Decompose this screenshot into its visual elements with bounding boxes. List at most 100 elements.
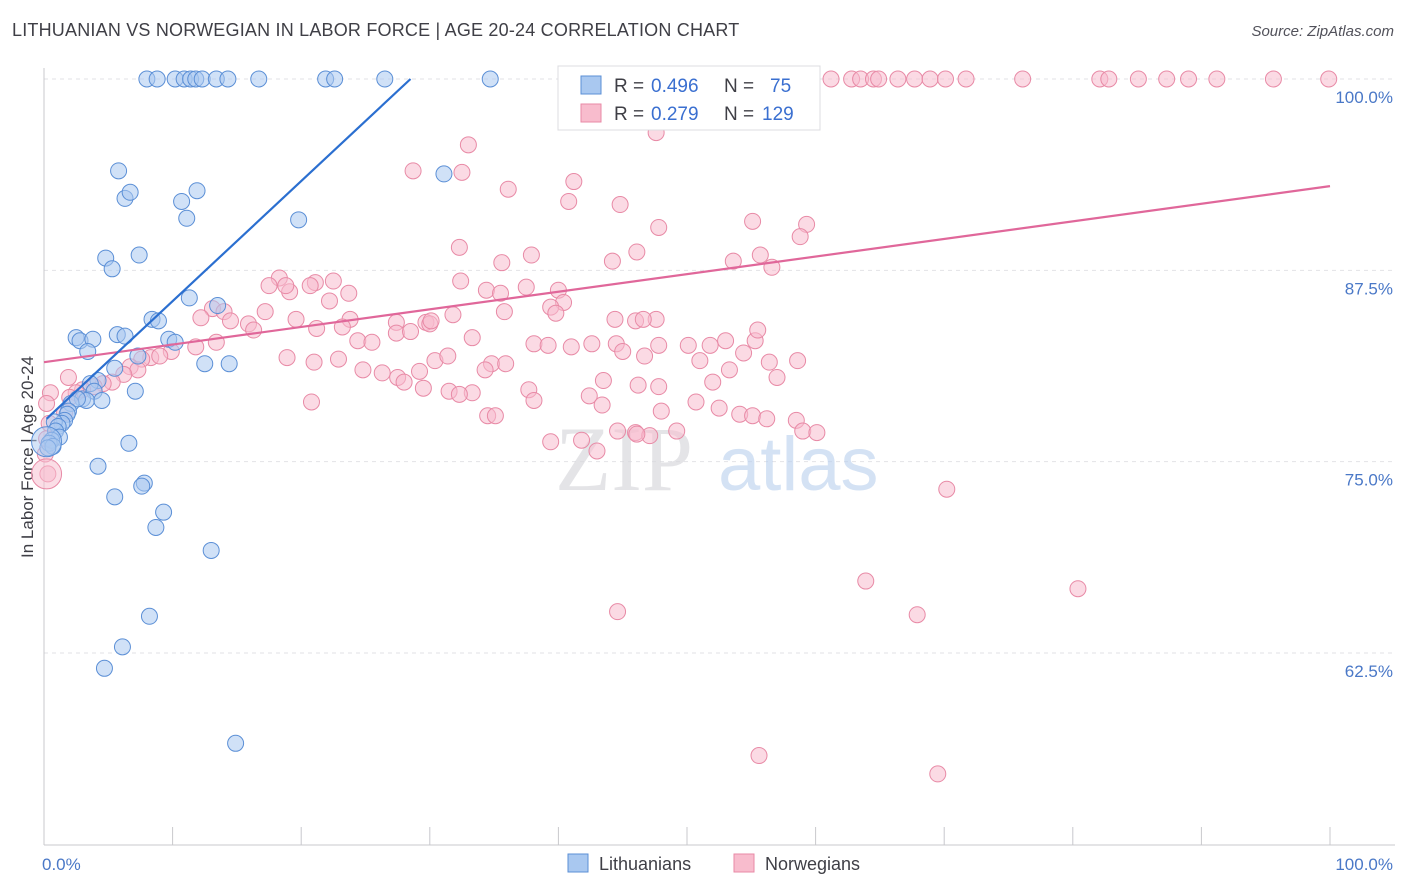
norwegians-point-108 [373,364,391,382]
norwegians-point-56 [324,272,342,290]
lithuanians-point-17 [173,192,191,210]
series-legend-swatch-norwegians [733,853,755,873]
norwegians-point-141 [59,368,77,386]
norwegians-point-33 [565,173,583,191]
norwegians-point-67 [256,303,274,321]
norwegians-point-36 [560,192,578,210]
norwegians-point-117 [629,376,647,394]
series-legend-swatch-lithuanians [567,853,589,873]
norwegians-point-132 [542,433,560,451]
norwegians-point-32 [404,162,422,180]
norwegians-point-74 [444,306,462,324]
norwegians-point-87 [349,332,367,350]
norwegians-point-116 [594,372,612,390]
norwegians-point-123 [758,410,776,428]
watermark-zip: ZIP [555,408,693,510]
y-tick-label-3: 62.5% [1345,662,1393,681]
norwegians-point-161 [704,373,722,391]
norwegians-point-129 [609,422,627,440]
chart-source: Source: ZipAtlas.com [1251,23,1394,40]
lithuanians-point-16 [121,183,139,201]
norwegians-point-31 [459,136,477,154]
lithuanians-point-38 [196,355,214,373]
y-tick-label-2: 75.0% [1345,471,1393,490]
lithuanians-point-73 [227,734,245,752]
norwegians-point-182 [749,321,767,339]
norwegians-point-125 [794,422,812,440]
norwegians-point-171 [720,361,738,379]
lithuanians-point-11 [326,70,344,88]
norwegians-point-59 [452,272,470,290]
series-legend: Lithuanians Norwegians [567,853,860,874]
norwegians-point-18 [957,70,975,88]
stats-legend-n-norwegians: 129 [762,104,794,125]
norwegians-point-81 [192,309,210,327]
norwegians-point-44 [628,243,646,261]
lithuanians-point-68 [147,518,165,536]
norwegians-point-90 [402,323,420,341]
norwegians-point-114 [476,361,494,379]
norwegians-point-176 [539,336,557,354]
lithuanians-point-62 [120,434,138,452]
norwegians-point-106 [329,350,347,368]
norwegians-point-95 [614,342,632,360]
norwegians-point-9 [822,70,840,88]
norwegians-point-85 [308,319,326,337]
lithuanians-point-19 [178,209,196,227]
norwegians-point-165 [717,332,735,350]
norwegians-point-154 [450,385,468,403]
norwegians-point-84 [245,321,263,339]
norwegians-point-150 [414,379,432,397]
norwegians-point-164 [735,344,753,362]
norwegians-point-166 [650,336,668,354]
norwegians-point-98 [207,333,225,351]
norwegians-point-89 [387,324,405,342]
norwegians-point-160 [593,396,611,414]
lithuanians-trend-line [45,78,412,420]
norwegians-point-122 [744,407,762,425]
lithuanians-point-8 [219,70,237,88]
norwegians-point-183 [609,603,627,621]
x-tick-labels: 0.0% 100.0% [42,855,1393,874]
norwegians-point-109 [411,362,429,380]
lithuanians-point-13 [481,70,499,88]
norwegians-point-91 [463,329,481,347]
lithuanians-point-23 [103,260,121,278]
norwegians-point-174 [768,368,786,386]
lithuanians-point-21 [435,165,453,183]
norwegians-point-35 [499,180,517,198]
lithuanians-point-65 [133,477,151,495]
norwegians-point-38 [744,212,762,230]
norwegians-point-24 [1180,70,1198,88]
lithuanians-point-1 [148,70,166,88]
lithuanians-point-72 [95,659,113,677]
norwegians-point-19 [1014,70,1032,88]
norwegians-point-42 [450,238,468,256]
lithuanians-point-18 [188,182,206,200]
norwegians-point-162 [652,402,670,420]
lithuanians-point-large-0 [31,426,63,458]
norwegians-point-82 [221,312,239,330]
norwegians-point-180 [908,606,926,624]
norwegians-point-58 [320,292,338,310]
norwegians-point-96 [691,352,709,370]
lithuanians-point-66 [106,488,124,506]
norwegians-point-77 [547,304,565,322]
norwegians-point-120 [710,399,728,417]
norwegians-point-185 [929,765,947,783]
norwegians-point-51 [260,277,278,295]
lithuanians-point-63 [89,457,107,475]
norwegians-point-53 [277,277,295,295]
norwegians-point-159 [580,387,598,405]
norwegians-point-88 [363,333,381,351]
norwegians-point-22 [1129,70,1147,88]
stats-legend-box [557,65,821,131]
lithuanians-point-14 [110,162,128,180]
stats-legend-r-norwegians: 0.279 [651,104,699,125]
norwegians-point-104 [278,349,296,367]
norwegians-point-23 [1158,70,1176,88]
norwegians-point-105 [305,353,323,371]
trend-lines [43,78,1331,420]
lithuanians-point-70 [140,607,158,625]
stats-legend-swatch-lithuanians [580,75,602,95]
